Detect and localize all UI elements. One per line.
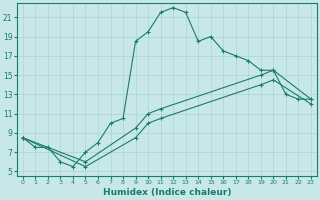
X-axis label: Humidex (Indice chaleur): Humidex (Indice chaleur) [103, 188, 231, 197]
